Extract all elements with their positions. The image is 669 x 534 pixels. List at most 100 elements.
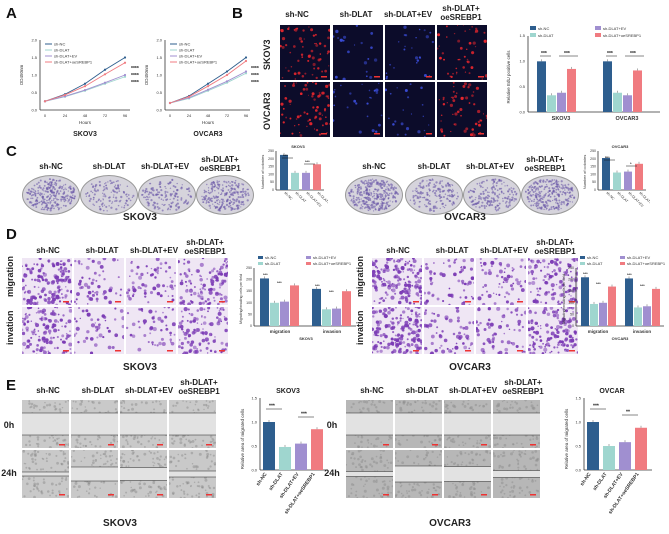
bar bbox=[270, 302, 279, 326]
row-label: SKOV3 bbox=[262, 39, 272, 70]
sig-mark: *** bbox=[564, 51, 570, 57]
bar bbox=[625, 278, 633, 326]
x-category: invasion bbox=[633, 329, 652, 334]
legend-item: sh-DLAT bbox=[538, 33, 554, 38]
x-tick: 0 bbox=[44, 113, 47, 118]
data-point bbox=[83, 85, 87, 88]
data-point bbox=[63, 93, 67, 97]
y-tick: 1.5 bbox=[575, 396, 581, 401]
bar bbox=[260, 278, 269, 326]
cell-line-label: SKOV3 bbox=[123, 212, 157, 223]
micrograph-tile bbox=[333, 25, 383, 80]
legend: sh-NC sh-DLAT+EV sh-DLAT sh-DLAT+oeSREBP… bbox=[258, 255, 352, 266]
y-tick: 200 bbox=[568, 278, 574, 282]
data-point bbox=[123, 73, 127, 77]
bar bbox=[290, 285, 299, 326]
chart-title: OVCAR3 bbox=[612, 336, 629, 341]
y-tick: 1.5 bbox=[519, 33, 525, 38]
cell-line-label: OVCAR3 bbox=[449, 362, 491, 373]
y-axis-label: Migrating/invading cells per field bbox=[562, 274, 566, 324]
bar bbox=[623, 95, 632, 112]
y-tick: 50 bbox=[270, 180, 274, 184]
culture-plate bbox=[521, 175, 579, 215]
y-tick: 0.5 bbox=[156, 90, 162, 95]
micrograph-tile bbox=[476, 307, 526, 354]
y-ticks: 0.0 0.5 1.0 1.5 2.0 bbox=[31, 38, 37, 113]
y-tick: 0.0 bbox=[575, 468, 581, 473]
sig-mark: *** bbox=[541, 51, 547, 57]
micrograph-tile bbox=[437, 82, 487, 137]
bar bbox=[581, 277, 589, 326]
legend-swatch bbox=[620, 256, 625, 259]
col-header: sh-DLAT bbox=[339, 10, 373, 19]
sig-mark: *** bbox=[630, 51, 636, 57]
significance: *** *** *** *** bbox=[583, 271, 645, 288]
bar bbox=[342, 291, 351, 326]
row-label: 0h bbox=[3, 420, 15, 430]
legend-item: sh-NC bbox=[265, 255, 276, 260]
legend-item: sh-DLAT+EV bbox=[627, 255, 650, 260]
bar bbox=[295, 443, 307, 470]
wound-tile bbox=[71, 450, 118, 498]
wound-tile bbox=[395, 400, 442, 448]
legend-item: sh-NC bbox=[587, 255, 598, 260]
col-header: sh-DLAT bbox=[417, 162, 451, 171]
bar bbox=[280, 154, 288, 190]
x-category: sh-NC bbox=[283, 191, 293, 201]
significance: *** *** *** *** bbox=[540, 51, 644, 57]
legend: sh-NC sh-DLAT sh-DLAT+EV sh-DLAT+oeSREBP… bbox=[170, 42, 218, 65]
bars bbox=[587, 420, 647, 470]
y-tick: 100 bbox=[268, 172, 274, 176]
sig-mark: *** bbox=[263, 272, 268, 277]
legend-swatch bbox=[530, 33, 536, 37]
y-tick: 250 bbox=[268, 149, 274, 153]
col-header: sh-DLAT+EV bbox=[479, 246, 529, 255]
bar bbox=[602, 158, 610, 190]
x-tick: 72 bbox=[225, 113, 230, 118]
col-header: sh-NC bbox=[39, 162, 63, 171]
edu-bar-chart: 0.0 0.5 1.0 1.5 Relative EdU positive ce… bbox=[506, 26, 660, 122]
data-point bbox=[225, 70, 229, 73]
y-tick: 0.0 bbox=[251, 468, 257, 473]
legend-item: sh-DLAT bbox=[54, 48, 70, 53]
x-tick: 0 bbox=[169, 113, 172, 118]
micrograph-tile bbox=[280, 82, 330, 137]
data-point bbox=[83, 88, 87, 92]
culture-plate bbox=[22, 175, 80, 215]
x-tick: 96 bbox=[244, 113, 249, 118]
legend-item: sh-DLAT bbox=[587, 261, 603, 266]
y-tick: 0.5 bbox=[519, 84, 525, 89]
micrograph-tile bbox=[22, 258, 72, 305]
micrograph-tile bbox=[126, 307, 176, 354]
bar bbox=[603, 61, 612, 112]
wound-tile bbox=[444, 450, 491, 498]
col-header: sh-DLAT bbox=[92, 162, 126, 171]
data-point bbox=[168, 101, 172, 105]
y-tick: 50 bbox=[570, 312, 574, 316]
data-point bbox=[206, 85, 210, 88]
bar bbox=[279, 446, 291, 470]
bars bbox=[602, 156, 643, 190]
y-tick: 0 bbox=[594, 188, 596, 192]
growth-curve-ovcar3: 0.0 0.5 1.0 1.5 2.0 0 24 48 72 96 Hours … bbox=[144, 38, 259, 139]
bar bbox=[613, 172, 621, 190]
bar bbox=[311, 429, 323, 470]
col-header: sh-DLAT+ oeSREBP1 bbox=[178, 378, 220, 396]
data-point bbox=[103, 68, 107, 71]
x-tick: 48 bbox=[206, 113, 211, 118]
x-category: SKOV3 bbox=[552, 116, 571, 122]
x-category: migration bbox=[270, 329, 291, 334]
sig-mark: **** bbox=[131, 73, 139, 79]
series-line bbox=[169, 60, 247, 104]
col-header: sh-DLAT+ oeSREBP1 bbox=[524, 155, 566, 173]
x-axis-label: Hours bbox=[202, 120, 215, 125]
bar bbox=[332, 308, 341, 326]
wound-chart-skov3: SKOV3 0.0 0.5 1.0 1.5 Relative area of m… bbox=[240, 388, 328, 515]
y-axis-label: OD450nm bbox=[144, 64, 149, 85]
x-ticks: 0 24 48 72 96 bbox=[44, 113, 128, 118]
data-point bbox=[103, 81, 107, 84]
legend-swatch bbox=[258, 262, 263, 265]
panel-label-d: D bbox=[6, 226, 17, 243]
cell-line-label: SKOV3 bbox=[103, 518, 137, 529]
data-point bbox=[187, 95, 191, 98]
